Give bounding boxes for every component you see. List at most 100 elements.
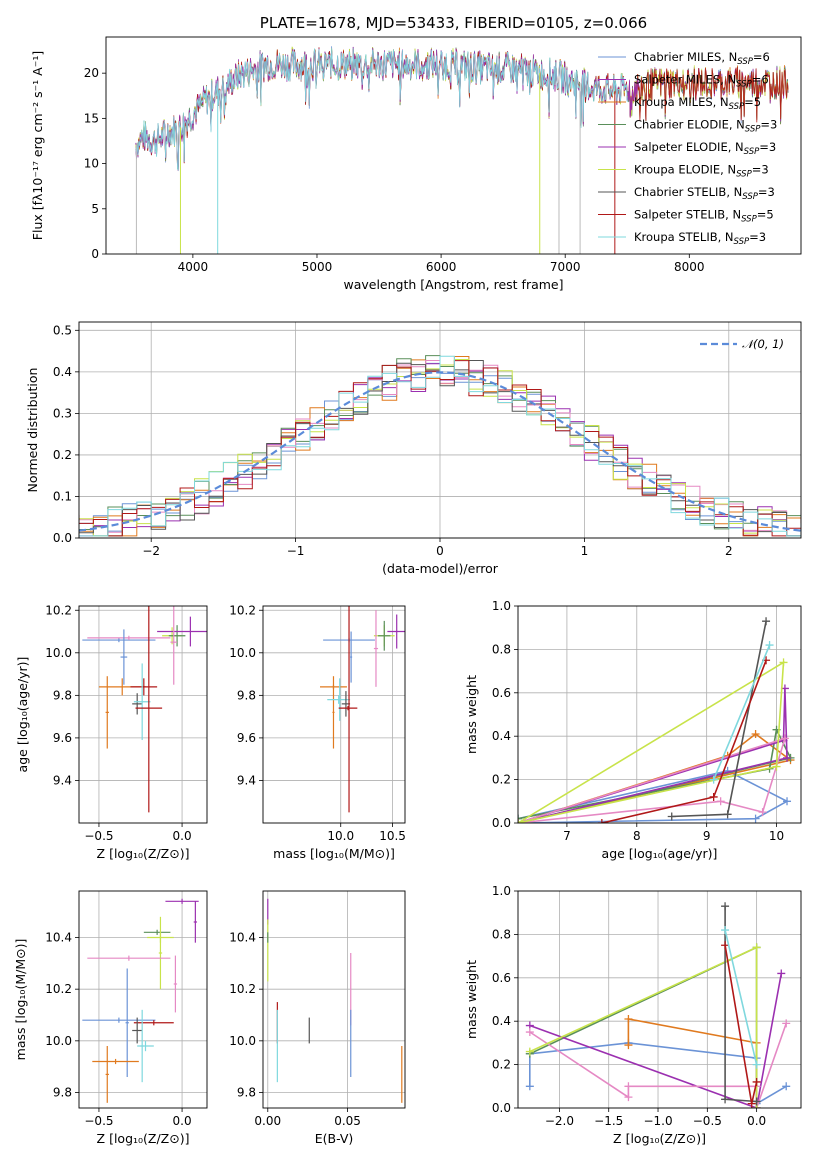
x-axis-label: E(B-V) (315, 1131, 354, 1146)
errorbar-point (133, 1020, 174, 1026)
y-tick-label: 0.8 (492, 642, 511, 656)
weight-marker (721, 902, 730, 911)
errorbar-point (140, 1009, 144, 1083)
weight_vs_Z-axes (514, 890, 801, 1112)
x-tick-label: 6000 (426, 260, 457, 274)
legend-label: Chabrier ELODIE, N (634, 118, 745, 132)
weight-marker (762, 617, 771, 626)
age_vs_mass-frame (262, 605, 406, 824)
weight-marker (721, 1095, 730, 1104)
x-tick-label: −1 (287, 544, 305, 558)
x-tick-label: 10.0 (327, 829, 354, 843)
histogram-group (79, 355, 801, 537)
errorbar-point (373, 610, 379, 687)
y-tick-label: 10.0 (45, 1034, 72, 1048)
weight-series-line (518, 770, 789, 823)
errorbar-point (130, 678, 158, 696)
age_vs_Z-points (82, 606, 207, 813)
legend-count: =3 (749, 230, 766, 244)
x-tick-label: 1 (581, 544, 589, 558)
errorbar-point (350, 631, 353, 683)
y-axis-label: Flux [fλ10⁻¹⁷ erg cm⁻² s⁻¹ A⁻¹] (30, 51, 45, 240)
legend-entry: Kroupa ELODIE, NSSP=3 (634, 163, 769, 180)
y-tick-label: 9.4 (53, 773, 72, 787)
weight-marker (752, 1060, 761, 1069)
weight-marker (709, 792, 718, 801)
y-tick-label: 0.2 (53, 448, 72, 462)
errorbar-point (133, 663, 151, 741)
spectrum-lines (135, 46, 789, 254)
errorbar-point (338, 678, 341, 721)
x-tick-label: 8 (633, 829, 641, 843)
errorbar-point (332, 676, 335, 749)
x-axis-label: Z [log₁₀(Z/Z⊙)] (613, 1131, 706, 1146)
x-tick-label: −2.0 (545, 1114, 574, 1128)
legend-subscript: SSP (744, 147, 760, 157)
errorbar-point (92, 1058, 139, 1065)
legend-subscript: SSP (736, 80, 752, 90)
y-tick-label: 10.2 (229, 982, 256, 996)
legend-subscript: SSP (742, 192, 758, 202)
x-tick-label: −0.5 (84, 1114, 113, 1128)
x-tick-label: 10.5 (379, 829, 406, 843)
legend-subscript: SSP (745, 125, 761, 135)
legend-count: =6 (753, 50, 770, 64)
y-tick-label: 0.6 (492, 686, 511, 700)
weight-marker (772, 762, 781, 771)
residuals-axes (75, 322, 801, 542)
x-tick-label: 0.0 (173, 1114, 192, 1128)
age_vs_Z-frame (78, 605, 208, 824)
weight-marker (624, 1041, 633, 1050)
y-tick-label: 9.6 (53, 731, 72, 745)
weight-series-line (529, 1023, 787, 1108)
weight-marker (752, 1077, 761, 1086)
weight-marker (624, 1015, 633, 1024)
errorbar-point (125, 968, 129, 1077)
residuals-frame (78, 321, 802, 539)
x-tick-label: 0.0 (747, 1114, 766, 1128)
x-tick-label: 9 (703, 829, 711, 843)
weight-marker (747, 1099, 756, 1108)
legend-label: Salpeter MILES, N (634, 73, 736, 87)
legend-normal: 𝒩(0, 1) (742, 337, 784, 351)
y-tick-label: 0.3 (53, 406, 72, 420)
weight-series-line (724, 906, 757, 1103)
x-tick-label: 10 (769, 829, 784, 843)
weight-marker (782, 1019, 791, 1028)
weight_vs_Z-lines (525, 902, 791, 1108)
x-axis-label: wavelength [Angstrom, rest frame] (343, 277, 563, 292)
y-tick-label: 10.4 (45, 931, 72, 945)
weight-marker (752, 1097, 761, 1106)
x-tick-label: −0.5 (693, 1114, 722, 1128)
x-tick-label: −0.5 (84, 829, 113, 843)
y-axis-label: mass weight (464, 960, 479, 1039)
weight-marker (721, 941, 730, 950)
y-tick-label: 9.6 (237, 731, 256, 745)
errorbar-point (157, 616, 207, 647)
y-tick-label: 0.0 (53, 531, 72, 545)
errorbar-point (378, 620, 391, 651)
x-tick-label: −2 (142, 544, 160, 558)
y-tick-label: 9.8 (237, 1086, 256, 1100)
weight-marker (525, 1082, 534, 1091)
errorbar-point (105, 676, 109, 749)
weight-marker (783, 797, 792, 806)
y-axis-label: mass weight (464, 675, 479, 754)
y-tick-label: 0 (91, 247, 99, 261)
x-tick-label: 2 (725, 544, 733, 558)
legend-entry: Chabrier STELIB, NSSP=3 (634, 185, 775, 202)
x-tick-label: 0.00 (254, 1114, 281, 1128)
legend-entry: Chabrier MILES, NSSP=6 (634, 50, 770, 67)
weight-series-line (671, 621, 767, 818)
weight-series-line (529, 946, 758, 1108)
legend-entry: Salpeter STELIB, NSSP=5 (634, 208, 774, 225)
weight-marker (782, 1082, 791, 1091)
errorbar-point (135, 606, 163, 813)
age_vs_Z-axes (75, 606, 207, 827)
x-tick-label: 5000 (302, 260, 333, 274)
y-tick-label: 1.0 (492, 884, 511, 898)
weight-marker (624, 1093, 633, 1102)
weight-marker (716, 797, 725, 806)
legend-label: Chabrier STELIB, N (634, 185, 742, 199)
legend-label: Salpeter STELIB, N (634, 208, 741, 222)
